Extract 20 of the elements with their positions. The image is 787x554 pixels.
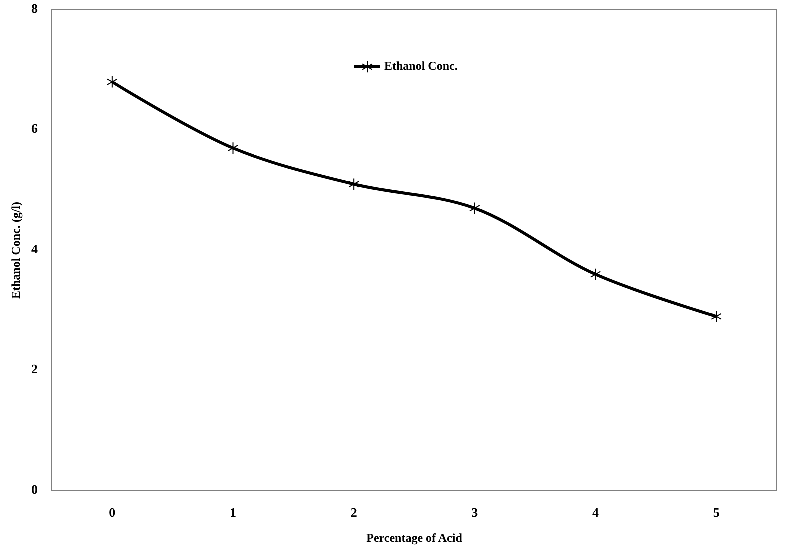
x-tick-label: 5	[713, 505, 720, 520]
x-tick-label: 2	[350, 505, 358, 520]
point	[470, 202, 480, 215]
point	[228, 142, 239, 154]
legend-label: Ethanol Conc.	[384, 58, 458, 73]
x-axis-title: Percentage of Acid	[366, 531, 463, 545]
y-tick-label: 0	[32, 482, 38, 497]
y-tick-label: 4	[32, 241, 38, 256]
x-tick-label: 3	[472, 505, 479, 520]
y-tick-label: 2	[32, 362, 38, 377]
point	[590, 268, 602, 281]
x-tick-label: 1	[230, 505, 236, 520]
point	[711, 310, 722, 323]
point	[107, 76, 118, 88]
y-axis-title: Ethanol Conc. (g/l)	[9, 202, 23, 300]
x-tick-label: 4	[592, 505, 600, 520]
point	[348, 178, 360, 191]
y-tick-label: 8	[32, 0, 38, 16]
x-tick-label: 0	[109, 505, 116, 520]
y-tick-label: 6	[32, 121, 38, 136]
